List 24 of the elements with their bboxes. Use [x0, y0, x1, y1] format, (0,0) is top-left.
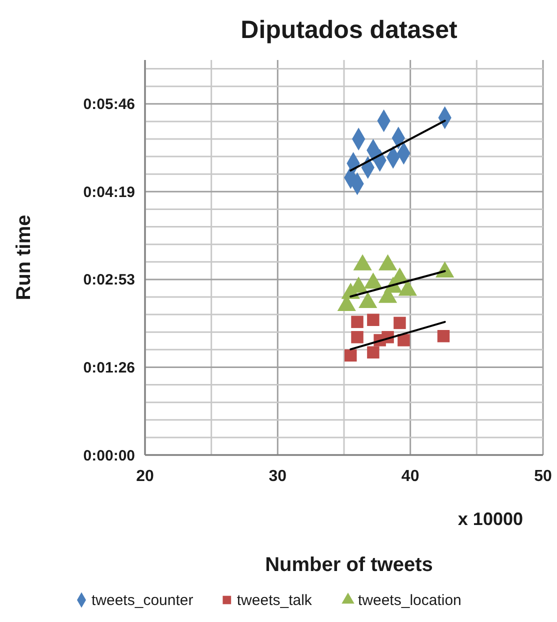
point [437, 330, 450, 342]
legend-label: tweets_location [358, 592, 462, 609]
x-tick-label: 50 [534, 468, 552, 485]
chart-title: Diputados dataset [240, 16, 458, 44]
point [367, 314, 380, 326]
legend-label: tweets_talk [236, 592, 312, 609]
point [344, 349, 357, 362]
x-axis-title: Number of tweets [265, 554, 433, 576]
y-axis-title: Run time [13, 214, 35, 300]
text: x 10000 [458, 509, 523, 529]
legend-label: tweets_counter [92, 592, 194, 609]
point [394, 316, 406, 330]
point [398, 334, 410, 346]
x-tick-label: 40 [401, 468, 420, 485]
x-tick-label: 20 [136, 468, 154, 485]
point [351, 316, 364, 328]
y-tick-label: 0:04:19 [83, 184, 135, 201]
y-tick-label: 0:01:26 [83, 359, 135, 376]
point [351, 331, 364, 344]
y-tick-label: 0:02:53 [83, 272, 135, 289]
y-tick-label: 0:00:00 [83, 447, 135, 464]
x-tick-label: 30 [268, 468, 287, 485]
y-tick-label: 0:05:46 [83, 96, 135, 114]
point [367, 346, 380, 359]
